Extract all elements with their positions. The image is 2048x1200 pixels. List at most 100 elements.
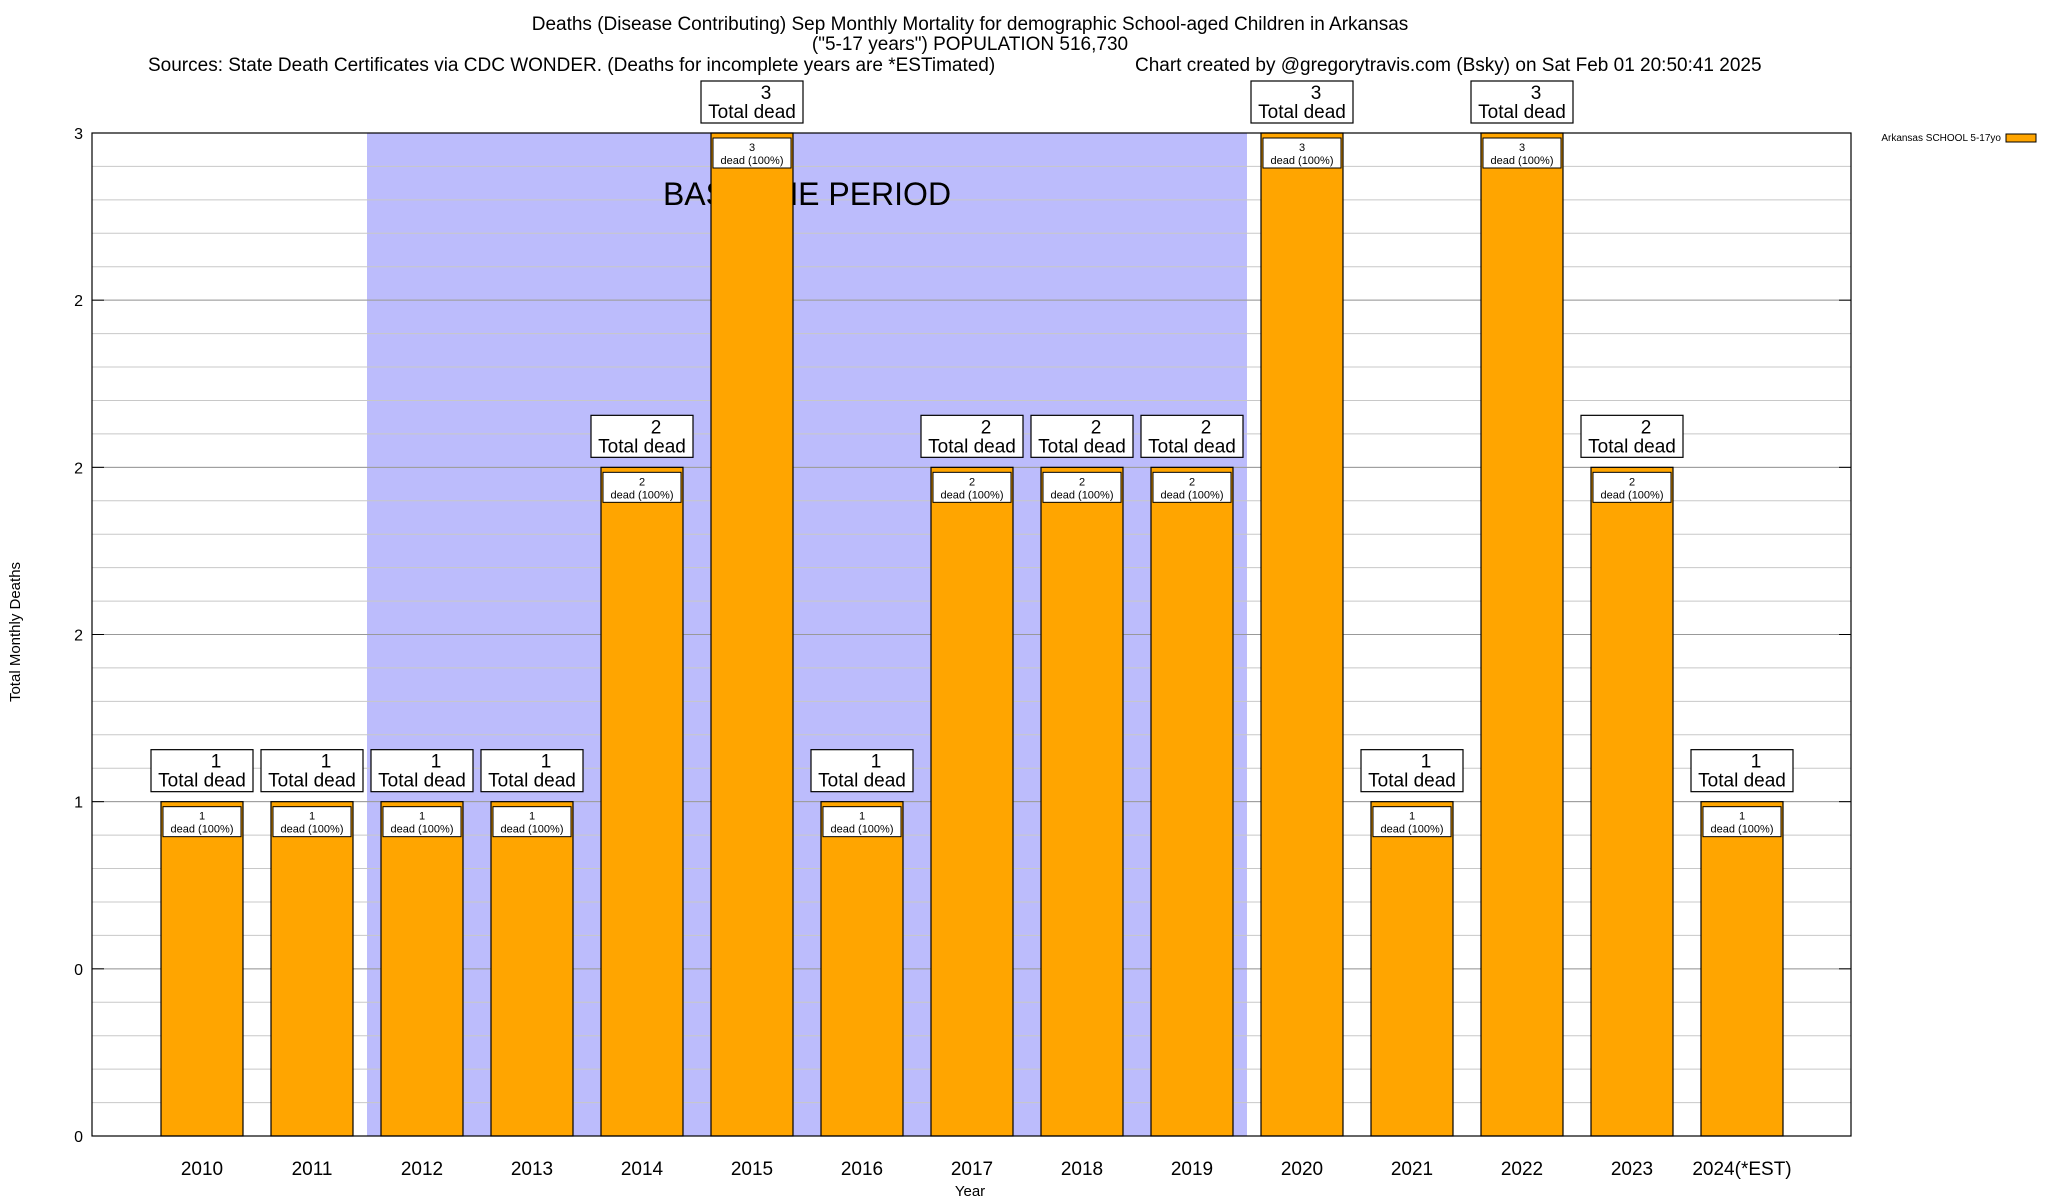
bar-inner-value: 1 [1739, 811, 1745, 823]
bar-total-suffix: Total dead [1368, 771, 1456, 792]
bar-total-suffix: Total dead [1588, 436, 1676, 457]
bar-inner-label-box [1372, 806, 1452, 838]
bar-inner-label-box [1042, 471, 1122, 503]
bar [1260, 132, 1344, 1137]
bar [600, 466, 684, 1137]
bar-inner-label-box [1152, 471, 1232, 503]
bar-total-suffix: Total dead [598, 436, 686, 457]
bar-inner-value: 3 [1519, 142, 1525, 154]
bar-inner-label-box [162, 806, 242, 838]
bar-inner-percent: dead (100%) [1051, 489, 1114, 501]
bar-total-label-box [1470, 80, 1574, 124]
bar-inner-percent: dead (100%) [1271, 155, 1334, 167]
bar [1700, 801, 1784, 1137]
bar [380, 801, 464, 1137]
bar-total-value: 2 [1641, 417, 1652, 438]
y-tick-label: 2 [74, 460, 83, 477]
bar-inner-value: 1 [529, 811, 535, 823]
bar-total-label-box [700, 80, 804, 124]
bar-inner-percent: dead (100%) [391, 824, 454, 836]
x-tick-label: 2019 [1171, 1159, 1213, 1180]
x-tick-label: 2012 [401, 1159, 443, 1180]
bar [270, 801, 354, 1137]
bar-total-value: 3 [1311, 83, 1322, 104]
chart-credit: Chart created by @gregorytravis.com (Bsk… [1135, 55, 1762, 76]
y-tick-label: 2 [74, 293, 83, 310]
bar-total-value: 1 [1421, 752, 1432, 773]
bar-total-suffix: Total dead [1038, 436, 1126, 457]
y-tick-label: 2 [74, 628, 83, 645]
bar-total-label-box [370, 749, 474, 793]
y-tick-label: 0 [74, 962, 83, 979]
bar [1040, 466, 1124, 1137]
baseline-period-label: BASELINE PERIOD [663, 176, 951, 212]
chart-sources: Sources: State Death Certificates via CD… [148, 55, 995, 76]
bar-inner-value: 1 [859, 811, 865, 823]
bar-total-value: 3 [761, 83, 772, 104]
y-tick-label: 3 [74, 126, 83, 143]
x-tick-label: 2010 [181, 1159, 223, 1180]
bar [1480, 132, 1564, 1137]
bar-inner-label-box [1482, 137, 1562, 169]
legend-swatch [2005, 133, 2037, 143]
y-axis-label: Total Monthly Deaths [7, 562, 24, 702]
bar-total-suffix: Total dead [1148, 436, 1236, 457]
bar-total-suffix: Total dead [708, 102, 796, 123]
x-tick-label: 2021 [1391, 1159, 1433, 1180]
bar-total-suffix: Total dead [268, 771, 356, 792]
plot-frame [91, 132, 1852, 1137]
x-axis-label: Year [955, 1183, 985, 1200]
bar-total-label-box [150, 749, 254, 793]
bar-inner-label-box [932, 471, 1012, 503]
bar-inner-percent: dead (100%) [1491, 155, 1554, 167]
bar [1590, 466, 1674, 1137]
bar-total-suffix: Total dead [488, 771, 576, 792]
title-block: Deaths (Disease Contributing) Sep Monthl… [148, 14, 1762, 76]
bar-inner-value: 1 [309, 811, 315, 823]
bar-inner-value: 2 [1079, 476, 1085, 488]
bar-total-suffix: Total dead [928, 436, 1016, 457]
x-tick-label: 2020 [1281, 1159, 1323, 1180]
bar-total-value: 2 [651, 417, 662, 438]
x-tick-label: 2014 [621, 1159, 664, 1180]
bar-inner-percent: dead (100%) [1711, 824, 1774, 836]
bar-inner-percent: dead (100%) [1161, 489, 1224, 501]
y-tick-label: 0 [74, 1129, 83, 1146]
chart-title-line-2: ("5-17 years") POPULATION 516,730 [812, 34, 1128, 55]
bar-total-value: 3 [1531, 83, 1542, 104]
bar [710, 132, 794, 1137]
bar-inner-label-box [272, 806, 352, 838]
x-tick-label: 2023 [1611, 1159, 1653, 1180]
bar-inner-percent: dead (100%) [501, 824, 564, 836]
bar-inner-label-box [1592, 471, 1672, 503]
bar-inner-label-box [382, 806, 462, 838]
bar-total-label-box [1690, 749, 1794, 793]
bar-total-label-box [1360, 749, 1464, 793]
bar-inner-label-box [1702, 806, 1782, 838]
y-tick-label: 1 [74, 795, 83, 812]
bar-total-suffix: Total dead [378, 771, 466, 792]
bar-total-label-box [1580, 414, 1684, 458]
bar-total-value: 1 [871, 752, 882, 773]
bar [820, 801, 904, 1137]
bar-inner-value: 3 [1299, 142, 1305, 154]
bar [1150, 466, 1234, 1137]
bar-inner-label-box [492, 806, 572, 838]
bar-total-label-box [1030, 414, 1134, 458]
bar-total-suffix: Total dead [1478, 102, 1566, 123]
bar-total-label-box [810, 749, 914, 793]
bar-total-label-box [1140, 414, 1244, 458]
bar-inner-value: 1 [1409, 811, 1415, 823]
x-tick-label: 2016 [841, 1159, 883, 1180]
bar-total-suffix: Total dead [1698, 771, 1786, 792]
bar-total-suffix: Total dead [1258, 102, 1346, 123]
bar-inner-label-box [602, 471, 682, 503]
bar [930, 466, 1014, 1137]
bar-inner-label-box [712, 137, 792, 169]
bar-total-value: 1 [541, 752, 552, 773]
bar-inner-percent: dead (100%) [1381, 824, 1444, 836]
x-tick-label: 2015 [731, 1159, 773, 1180]
bar-total-value: 2 [1201, 417, 1212, 438]
